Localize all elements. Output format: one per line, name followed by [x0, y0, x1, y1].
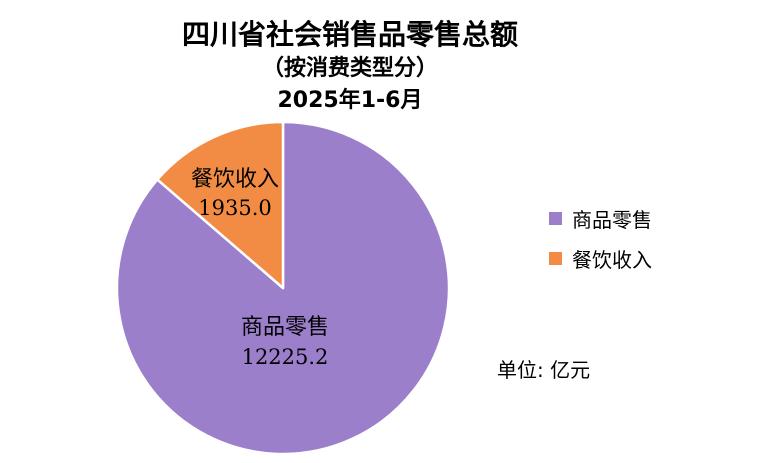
legend-item-goods-retail: 商品零售 [549, 203, 652, 233]
slice-catering [156, 120, 285, 290]
legend-swatch-catering [549, 251, 562, 265]
slice-value-goods-retail: 12225.2 [242, 345, 329, 369]
legend-label-goods-retail: 商品零售 [572, 207, 652, 232]
legend-swatch-goods-retail [549, 211, 562, 225]
slice-value-catering: 1935.0 [198, 196, 271, 220]
legend-item-catering: 餐饮收入 [549, 243, 652, 273]
legend-label-catering: 餐饮收入 [572, 247, 652, 272]
unit-label: 单位: 亿元 [497, 358, 591, 382]
chart-period: 2025年1-6月 [277, 88, 423, 113]
slice-label-goods-retail: 商品零售 [241, 315, 329, 340]
slice-goods-retail [115, 120, 451, 456]
chart-title: 四川省社会销售品零售总额 [181, 18, 518, 51]
slice-label-catering: 餐饮收入 [191, 167, 279, 192]
chart-subtitle: （按消费类型分） [261, 56, 438, 81]
legend: 商品零售 餐饮收入 [549, 203, 652, 283]
